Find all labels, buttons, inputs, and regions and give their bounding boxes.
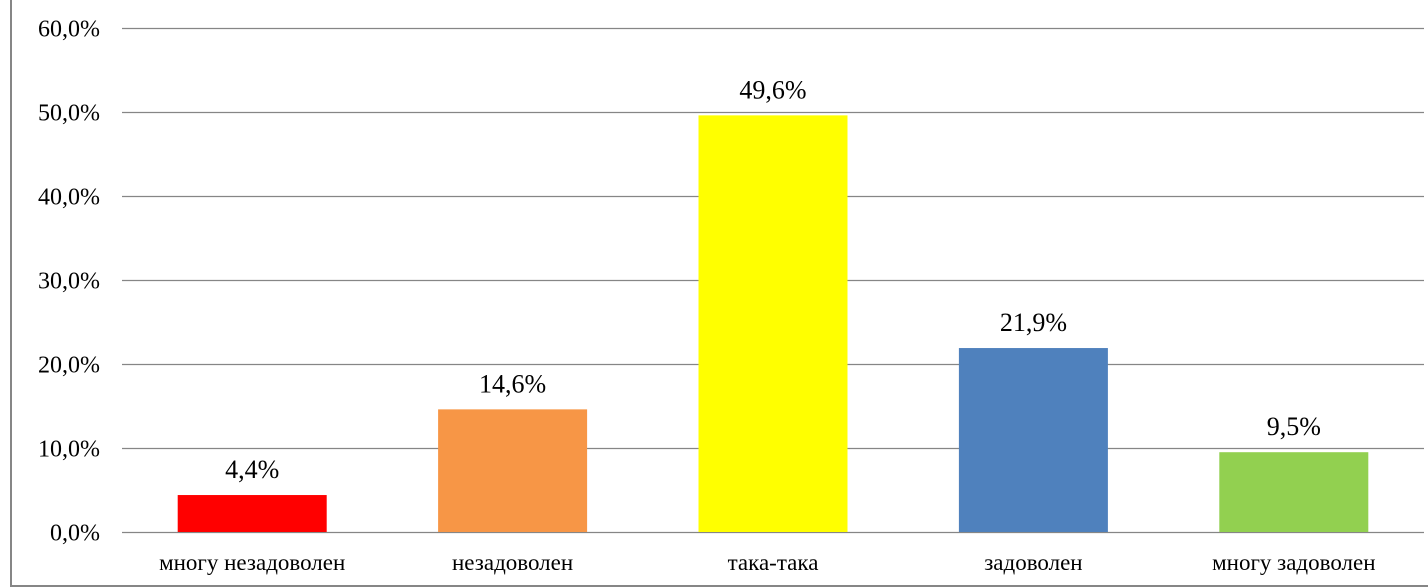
data-label: 49,6% (739, 75, 806, 104)
y-tick-label: 10,0% (38, 437, 100, 463)
bar (698, 115, 848, 533)
bar (177, 495, 327, 532)
x-tick-label: така-така (728, 550, 819, 575)
data-labels: 4,4% 14,6% 49,6% 21,9% 9,5% (225, 75, 1321, 484)
y-axis-tick-labels: 0,0% 10,0% 20,0% 30,0% 40,0% 50,0% 60,0% (38, 17, 100, 547)
bar (958, 348, 1108, 532)
bars (177, 115, 1369, 533)
y-tick-label: 60,0% (38, 17, 100, 43)
x-tick-label: незадоволен (452, 550, 573, 575)
data-label: 21,9% (1000, 308, 1067, 337)
y-tick-label: 30,0% (38, 269, 100, 295)
x-tick-label: многу задоволен (1212, 550, 1375, 575)
y-tick-label: 0,0% (50, 521, 100, 547)
x-tick-label: задоволен (984, 550, 1082, 575)
y-tick-label: 20,0% (38, 353, 100, 379)
x-tick-label: многу незадоволен (159, 550, 345, 575)
data-label: 14,6% (479, 369, 546, 398)
y-tick-label: 50,0% (38, 101, 100, 127)
y-tick-label: 40,0% (38, 185, 100, 211)
x-axis-tick-labels: многу незадоволен незадоволен така-така зад… (159, 550, 1375, 575)
data-label: 9,5% (1267, 412, 1321, 441)
data-label: 4,4% (225, 455, 279, 484)
bar (1219, 452, 1369, 532)
bar (438, 409, 588, 532)
